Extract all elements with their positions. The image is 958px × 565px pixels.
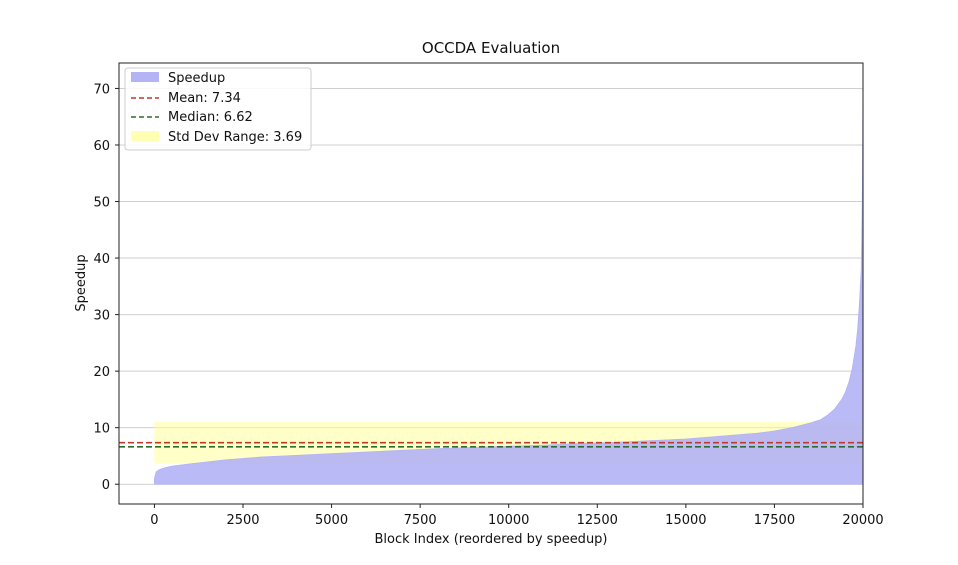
legend: Speedup Mean: 7.34 Median: 6.62 Std Dev …: [124, 67, 312, 151]
legend-label-speedup: Speedup: [168, 71, 225, 86]
x-axis-label: Block Index (reordered by speedup): [374, 532, 607, 547]
legend-label-median: Median: 6.62: [168, 110, 253, 125]
x-axis-ticks: 0 2500 5000 7500 10000 12500 15000 17500 20000: [150, 504, 884, 528]
y-axis-ticks: 0 10 20 30 40 50 60 70: [93, 82, 119, 493]
legend-frame: [124, 67, 312, 151]
speedup-area: [154, 82, 864, 485]
y-axis-label: Speedup: [74, 254, 89, 311]
legend-label-std-dev: Std Dev Range: 3.69: [168, 130, 302, 145]
x-tick-label-1: 2500: [226, 513, 259, 528]
x-tick-label-4: 10000: [488, 513, 529, 528]
plot-frame: [118, 62, 864, 505]
y-tick-label-4: 40: [93, 252, 110, 267]
y-tick-label-7: 70: [93, 82, 110, 97]
chart-title: OCCDA Evaluation: [422, 39, 560, 57]
x-tick-label-0: 0: [150, 513, 158, 528]
y-tick-label-6: 60: [93, 139, 110, 154]
x-tick-label-2: 5000: [315, 513, 348, 528]
y-tick-label-5: 50: [93, 196, 110, 211]
x-tick-label-6: 15000: [665, 513, 706, 528]
y-tick-label-0: 0: [102, 478, 110, 493]
legend-label-mean: Mean: 7.34: [168, 91, 241, 106]
x-tick-label-5: 12500: [577, 513, 618, 528]
y-tick-label-1: 10: [93, 422, 110, 437]
y-tick-label-3: 30: [93, 309, 110, 324]
x-tick-label-7: 17500: [754, 513, 795, 528]
x-tick-label-3: 7500: [404, 513, 437, 528]
legend-swatch-speedup: [131, 72, 159, 82]
legend-swatch-std-dev: [131, 131, 159, 141]
speedup-area-layer: [154, 82, 864, 485]
reference-lines-layer: [119, 441, 863, 448]
y-tick-label-2: 20: [93, 365, 110, 380]
x-tick-label-8: 20000: [842, 513, 883, 528]
